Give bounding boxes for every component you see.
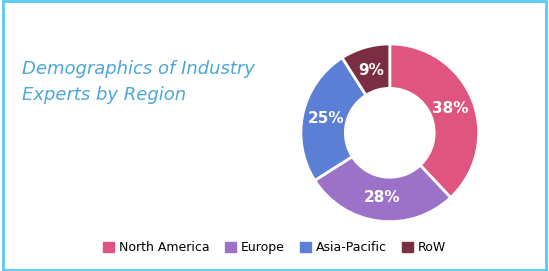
Text: 9%: 9% bbox=[358, 63, 385, 78]
Wedge shape bbox=[301, 58, 366, 180]
Wedge shape bbox=[315, 157, 451, 222]
Legend: North America, Europe, Asia-Pacific, RoW: North America, Europe, Asia-Pacific, RoW bbox=[98, 236, 451, 259]
Wedge shape bbox=[390, 44, 479, 198]
Wedge shape bbox=[342, 44, 390, 95]
Text: 38%: 38% bbox=[432, 101, 468, 117]
Text: 25%: 25% bbox=[308, 111, 345, 126]
Text: Demographics of Industry
Experts by Region: Demographics of Industry Experts by Regi… bbox=[22, 60, 255, 104]
Text: 28%: 28% bbox=[363, 190, 400, 205]
